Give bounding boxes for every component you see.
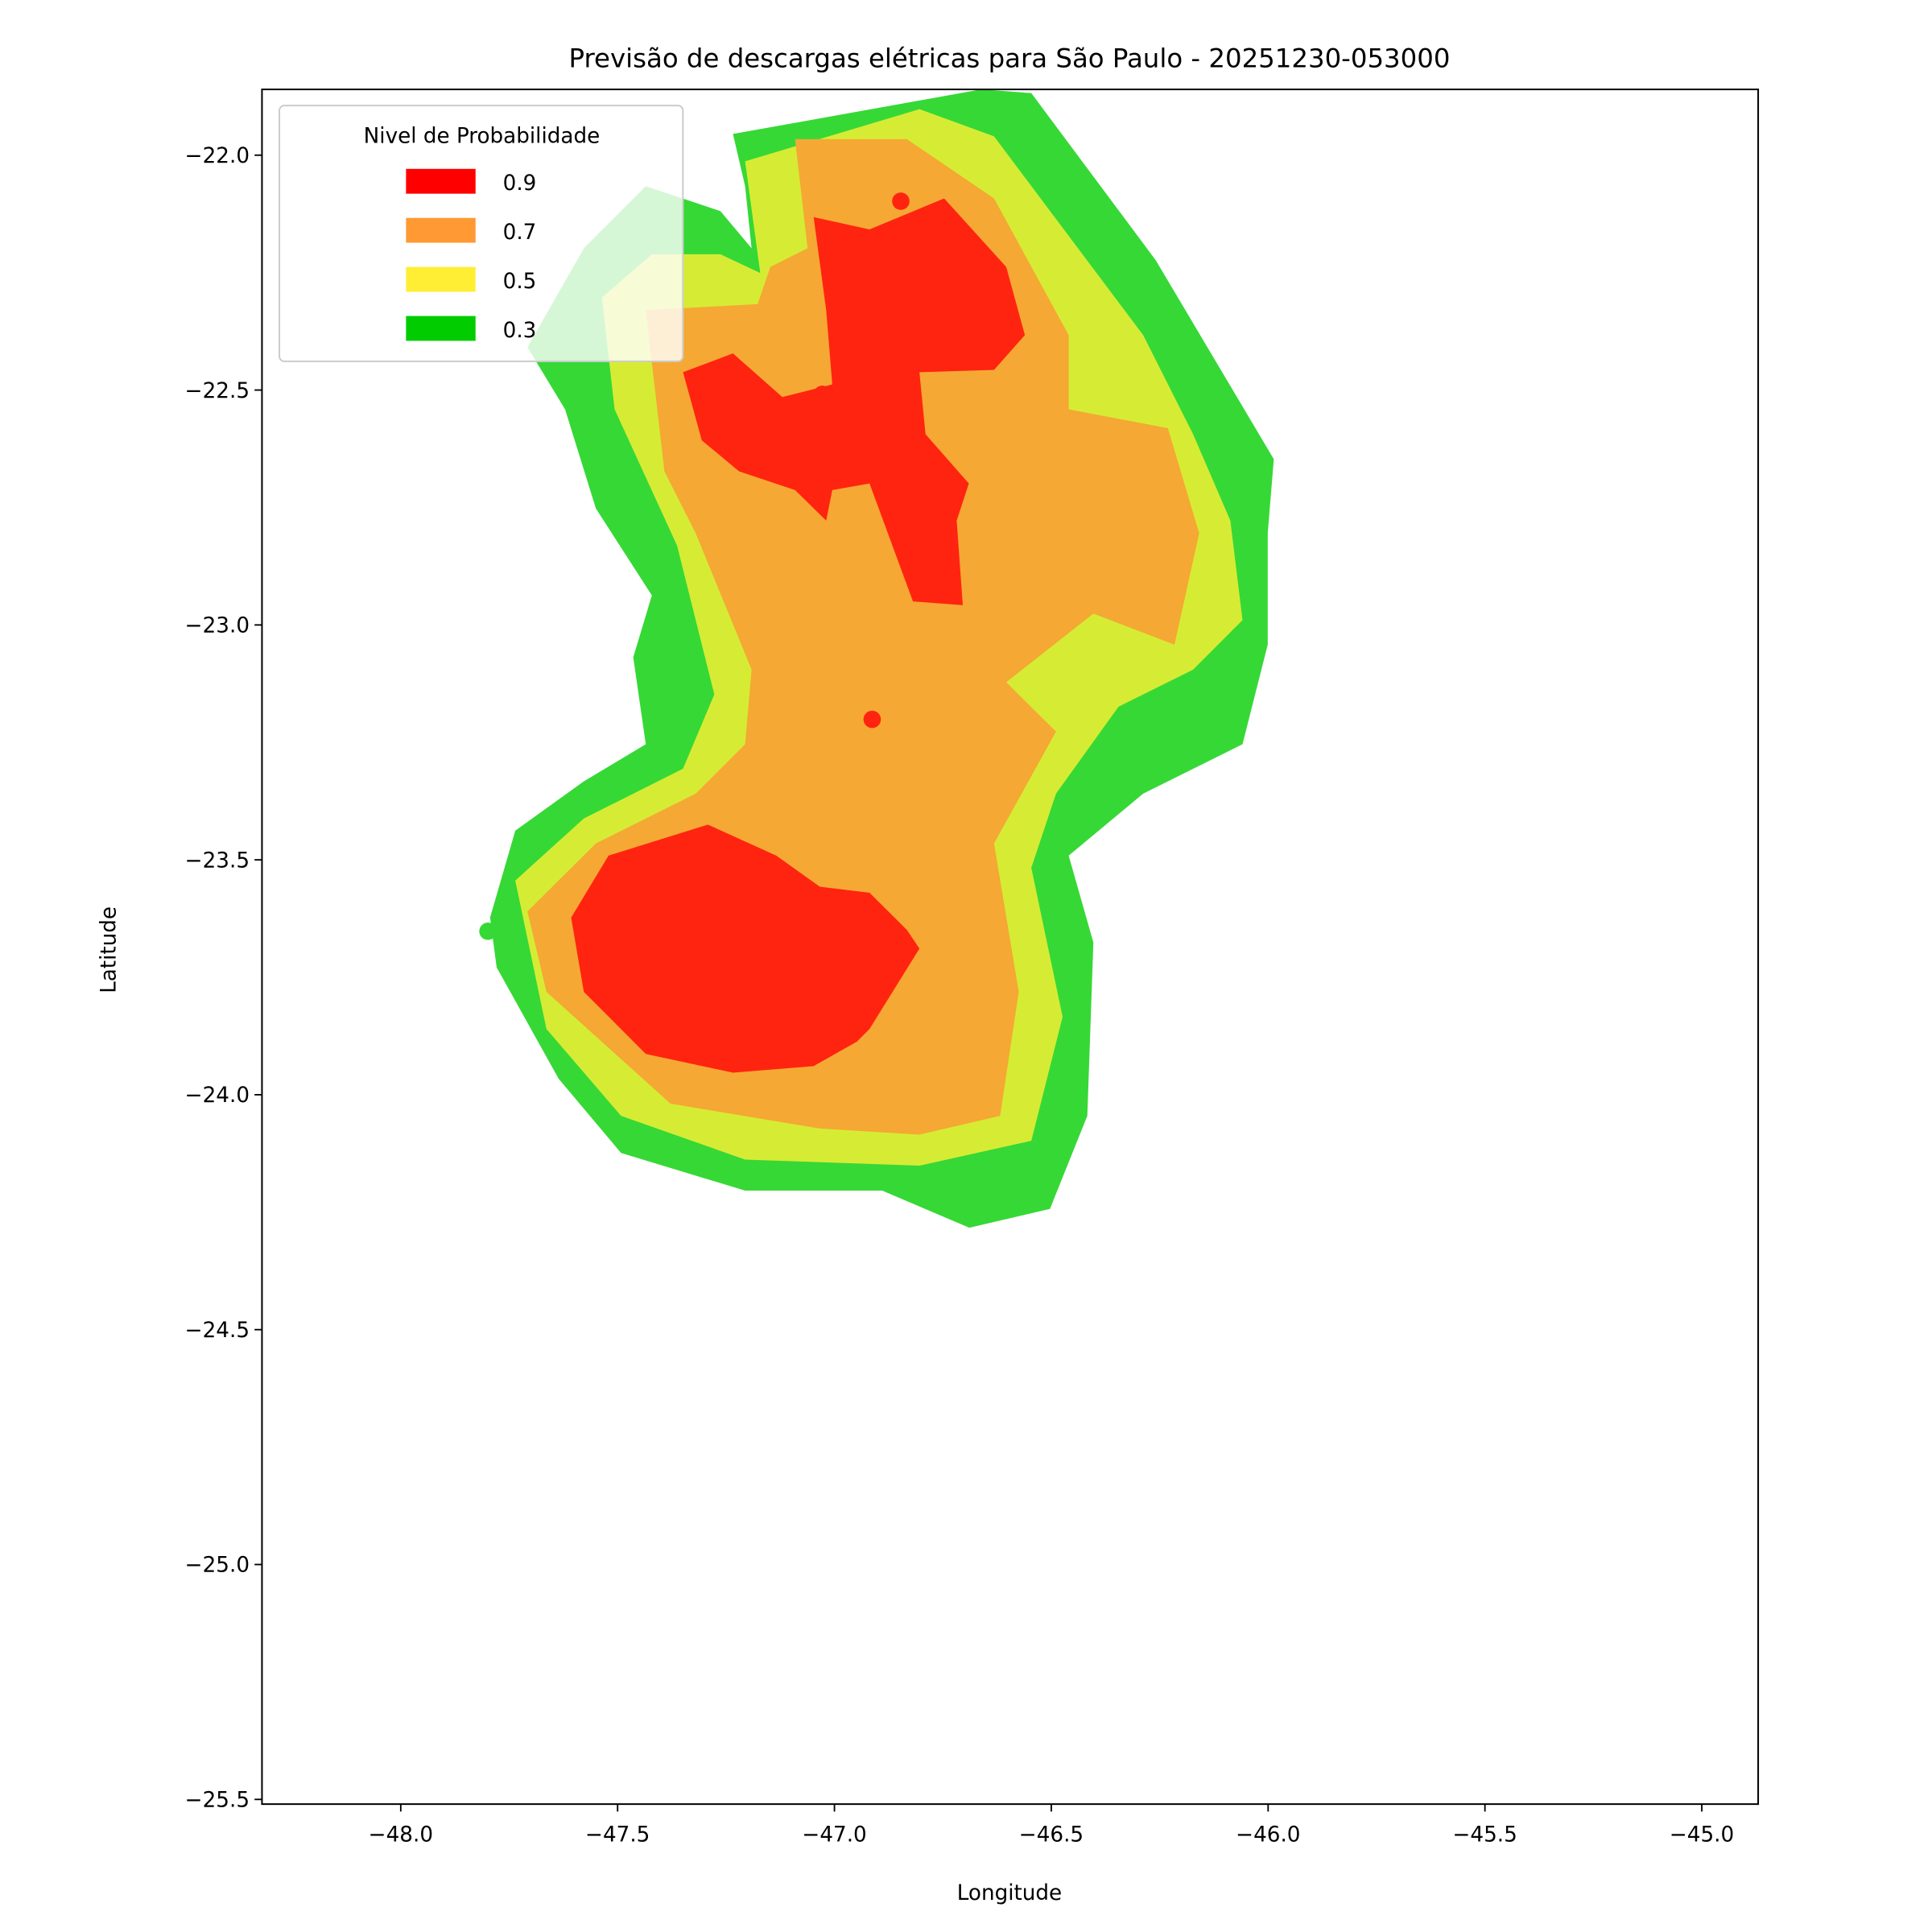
x-tick-label: −48.0: [369, 1823, 433, 1847]
x-tick-label: −46.5: [1019, 1823, 1084, 1847]
y-axis: −22.0 −22.5 −23.0 −23.5 −24.0 −24.5 −25.0 −25.5: [185, 144, 262, 1813]
x-tick-label: −45.0: [1670, 1823, 1734, 1847]
y-tick-label: −23.5: [185, 848, 250, 873]
axes-frame: [261, 89, 1760, 1806]
y-axis-label: Latitude: [97, 906, 121, 993]
legend-swatch: [406, 217, 476, 243]
legend: Nivel de Probabilidade 0.9 0.7 0.5 0.3: [279, 105, 684, 362]
contour-level-0-9: [683, 198, 1026, 605]
strike-point: [863, 710, 881, 729]
x-tick-label: −47.5: [585, 1823, 650, 1847]
x-tick-label: −47.0: [802, 1823, 866, 1847]
legend-label: 0.7: [503, 221, 537, 245]
y-tick-label: −24.0: [185, 1084, 250, 1108]
strike-point: [479, 923, 497, 940]
legend-title: Nivel de Probabilidade: [364, 124, 601, 148]
legend-swatch: [406, 316, 476, 341]
contour-level-0-9: [571, 824, 920, 1073]
x-tick-label: −45.5: [1452, 1823, 1517, 1847]
legend-box: [279, 105, 684, 362]
y-tick-label: −23.0: [185, 614, 250, 638]
legend-label: 0.5: [503, 270, 537, 294]
strike-point: [892, 192, 910, 210]
y-tick-label: −22.5: [185, 379, 250, 403]
x-tick-label: −46.0: [1236, 1823, 1300, 1847]
legend-swatch: [406, 168, 476, 194]
x-axis-label: Longitude: [957, 1881, 1062, 1905]
x-axis: −48.0 −47.5 −47.0 −46.5 −46.0 −45.5 −45.0: [369, 1804, 1734, 1847]
legend-label: 0.9: [503, 171, 537, 196]
y-tick-label: −25.0: [185, 1554, 250, 1578]
y-tick-label: −24.5: [185, 1319, 250, 1343]
legend-swatch: [406, 266, 476, 292]
y-tick-label: −22.0: [185, 144, 250, 168]
strike-point: [813, 386, 832, 403]
chart-title: Previsão de descargas elétricas para São…: [569, 43, 1451, 73]
plot-area: [479, 89, 1274, 1228]
strike-point: [783, 432, 802, 451]
legend-label: 0.3: [503, 319, 537, 343]
y-tick-label: −25.5: [185, 1789, 250, 1813]
